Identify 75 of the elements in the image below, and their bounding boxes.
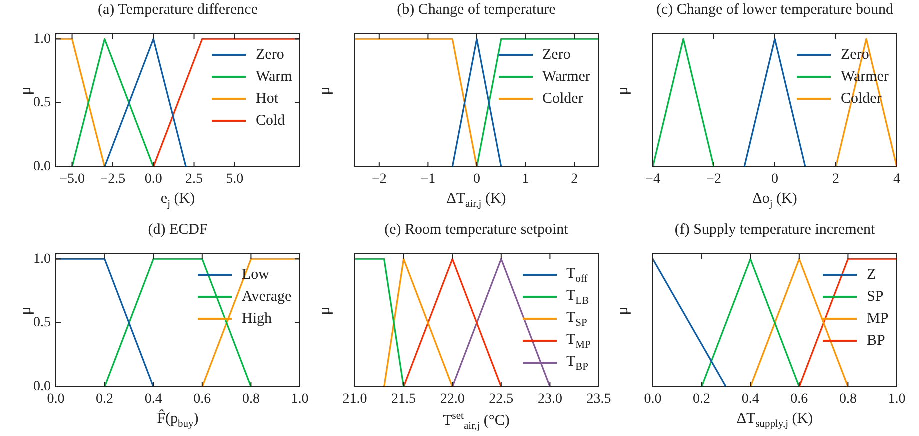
x-tick-label: 0.0 [47,392,65,408]
y-axis-title: μ [316,306,334,316]
y-axis-title: μ [17,306,36,316]
y-tick-label: 1.0 [34,32,51,47]
y-tick-label: 0.0 [34,380,51,395]
legend-label: T$_{MP}$ [566,332,591,350]
legend-label: Hot [256,90,278,108]
y-axis-title: μ [316,86,334,96]
y-tick-label: 1.0 [34,252,51,267]
x-tick-label: 0.2 [693,392,711,408]
x-tick-label: 1 [522,172,529,188]
chart-title: (e) Room temperature setpoint [384,222,570,239]
legend-label: Average [242,288,292,306]
legend-label: Warmer [542,68,590,86]
legend-label: Warm [256,68,292,86]
x-tick-label: 0.6 [790,392,808,408]
legend-label: High [242,310,272,328]
x-tick-label: 1.0 [888,392,906,408]
legend-label: Colder [542,90,584,108]
x-tick-label: 0.6 [194,392,212,408]
y-tick-label: 0.5 [34,316,51,331]
x-tick-label: 2 [570,172,578,188]
x-tick-label: −2 [706,172,722,188]
legend-label: T$_{off}$ [566,266,588,284]
legend-label: SP [867,288,884,306]
x-tick-label: −4 [646,172,660,188]
x-tick-label: 0.4 [144,392,162,408]
chart-title: (a) Temperature difference [97,2,259,19]
legend-label: MP [867,310,889,328]
chart-title: (b) Change of temperature [396,2,557,19]
x-tick-label: 0.8 [242,392,260,408]
x-tick-label: 1.0 [291,392,309,408]
x-axis-title: ΔT$_{supply,j}$ (K) [736,411,814,430]
y-axis-title: μ [17,86,36,96]
x-axis-title: F̂(p$_{buy}$) [156,411,200,430]
x-tick-label: 21.5 [391,392,416,408]
chart-title: (c) Change of lower temperature bound [656,2,894,19]
x-tick-label: 0.2 [96,392,114,408]
x-tick-label: 0.4 [742,392,760,408]
x-tick-label: 23.0 [537,392,562,408]
x-tick-label: 22.5 [488,392,514,408]
x-tick-label: 2.5 [186,172,204,188]
x-tick-label: −5.0 [60,172,85,188]
x-tick-label: −1 [420,172,436,188]
x-axis-title: ΔT$_{air,j}$ (K) [446,191,508,210]
x-axis-title: e$_{j}$ (K) [160,191,196,210]
legend-label: T$_{SP}$ [566,310,588,328]
x-tick-label: 21.0 [342,392,367,408]
x-tick-label: 23.5 [586,392,611,408]
x-tick-label: 0.0 [144,172,162,188]
x-tick-label: 5.0 [226,172,244,188]
legend-label: Zero [256,46,284,64]
y-axis-title: μ [614,86,632,96]
x-tick-label: −2.5 [100,172,126,188]
x-tick-label: 0.8 [839,392,857,408]
legend-label: T$_{LB}$ [566,288,590,306]
x-tick-label: 0 [772,172,778,188]
x-tick-label: −2 [371,172,386,188]
legend-label: Zero [542,46,571,64]
x-tick-label: 22.0 [440,392,464,408]
y-tick-label: 0.0 [34,160,51,175]
x-tick-label: 0 [473,172,480,188]
y-axis-title: μ [614,306,632,316]
x-tick-label: 0.0 [644,392,662,408]
legend-label: BP [867,332,886,350]
x-tick-label: 2 [832,172,840,188]
x-axis-title: T$^{set}$$_{air,j}$ (°C) [442,411,511,432]
legend-label: T$_{BP}$ [566,354,589,372]
chart-title: (d) ECDF [147,222,209,239]
legend-label: Cold [256,112,286,130]
x-axis-title: Δo$_{j}$ (K) [752,191,798,210]
legend-label: Z [867,266,876,284]
x-tick-label: 4 [894,172,900,188]
chart-title: (f) Supply temperature increment [674,222,876,239]
y-tick-label: 0.5 [34,96,51,111]
